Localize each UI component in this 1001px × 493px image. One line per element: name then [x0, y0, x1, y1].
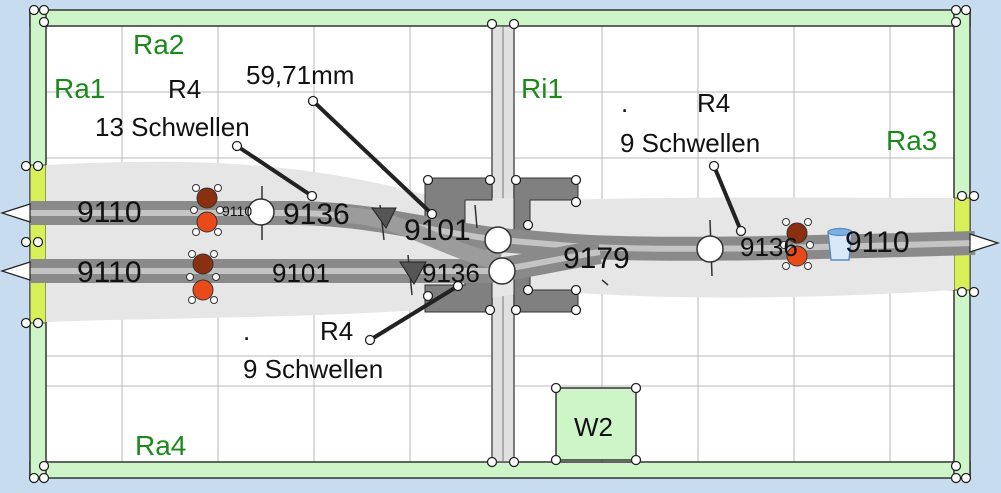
w2-block [555, 387, 637, 461]
annotation-ties-right: 9 Schwellen [620, 128, 760, 158]
leader-lines [235, 99, 743, 342]
label-ra3: Ra3 [886, 125, 937, 156]
annotation-radius-lower: R4 [320, 316, 353, 346]
annotation-dot-lower: . [243, 316, 250, 346]
track-label-switch-upper: 9101 [404, 214, 471, 247]
label-ra1: Ra1 [54, 73, 105, 104]
track-label-crossing: 9179 [563, 242, 630, 275]
signal-right [786, 222, 808, 267]
label-ri1: Ri1 [521, 73, 563, 104]
rail-ends [0, 203, 1000, 281]
bucket-icon [827, 227, 853, 261]
switch-branch [339, 207, 502, 270]
track-label-top-left: 9110 [77, 196, 142, 229]
track-label-bottom-mid: 9101 [272, 258, 330, 288]
triangle-marker [371, 207, 397, 229]
label-w2: W2 [574, 412, 613, 442]
label-ra2: Ra2 [133, 29, 184, 60]
track-label-right-end: 9110 [845, 226, 910, 259]
track-label-bottom-left: 9110 [77, 256, 142, 289]
signal-lower-left [192, 253, 214, 301]
isolators [247, 198, 724, 285]
label-ra4: Ra4 [135, 430, 186, 461]
track-label-tiny: 9110 [222, 203, 252, 219]
track-label-top-mid: 9136 [283, 198, 350, 231]
annotation-dot-right: . [621, 88, 628, 118]
track-label-right-piece: 9136 [740, 232, 798, 262]
annotation-ties-lower: 9 Schwellen [243, 354, 383, 384]
frame-top [29, 9, 971, 27]
signals [186, 184, 814, 304]
frame-bottom [29, 461, 971, 479]
triangle-marker [399, 261, 427, 285]
annotation-measure: 59,71mm [246, 60, 354, 90]
annotation-radius-upper-left: R4 [168, 74, 201, 104]
annotation-ties-upper-left: 13 Schwellen [95, 112, 250, 142]
annotation-radius-right: R4 [697, 88, 730, 118]
section-markers [371, 207, 427, 285]
signal-upper-left [196, 187, 218, 233]
screw-holes [20, 4, 980, 484]
track-label-switch-lower: 9136 [422, 258, 480, 288]
